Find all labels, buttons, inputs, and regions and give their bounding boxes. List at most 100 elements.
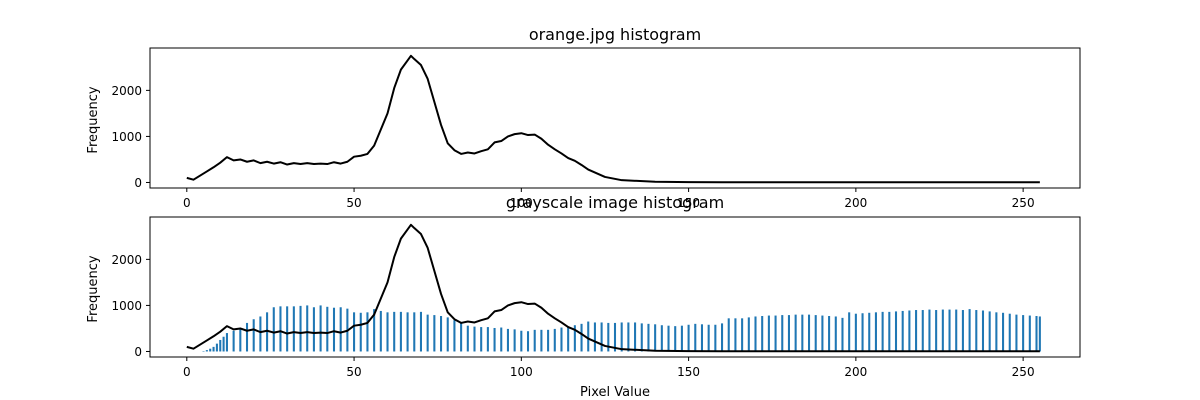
histogram-bar	[821, 315, 824, 352]
histogram-bar	[660, 325, 663, 352]
histogram-bar	[654, 324, 657, 352]
histogram-bar	[667, 325, 670, 352]
histogram-bar	[239, 328, 242, 352]
histogram-bar	[232, 330, 235, 352]
histogram-bar	[915, 310, 918, 352]
histogram-bar	[841, 317, 844, 352]
histogram-bar	[272, 307, 275, 352]
histogram-bar	[767, 315, 770, 352]
y-tick-label: 1000	[111, 299, 142, 313]
histogram-bar	[567, 326, 570, 352]
histogram-bar	[520, 330, 523, 352]
histogram-bar	[399, 311, 402, 352]
histogram-bar	[215, 343, 218, 352]
histogram-bar	[848, 312, 851, 352]
histogram-bar	[787, 315, 790, 352]
histogram-bar	[500, 327, 503, 352]
histogram-line	[186, 54, 1040, 184]
histogram-bar	[359, 312, 362, 352]
histogram-bar	[888, 311, 891, 352]
histogram-bar	[981, 310, 985, 352]
histogram-bar	[587, 321, 590, 352]
histogram-bar	[339, 307, 342, 352]
histogram-bar	[988, 311, 991, 352]
bottom-panel-marks	[186, 223, 1041, 353]
histogram-bar	[332, 307, 336, 352]
histogram-bar	[386, 312, 389, 352]
histogram-line	[186, 223, 1040, 353]
histogram-bar	[834, 316, 837, 352]
top-panel-title: orange.jpg histogram	[529, 25, 701, 44]
histogram-bar	[1038, 316, 1041, 352]
histogram-bar	[553, 328, 556, 352]
histogram-bar	[406, 312, 409, 352]
histogram-bar	[573, 325, 576, 352]
histogram-bar	[674, 326, 677, 352]
histogram-bar	[968, 309, 971, 352]
histogram-bar	[928, 309, 931, 352]
top-panel-frame	[149, 47, 1081, 189]
histogram-bar	[894, 311, 898, 352]
x-tick-label: 250	[1012, 196, 1035, 210]
histogram-bar	[393, 311, 396, 352]
histogram-bar	[480, 327, 483, 352]
histogram-bar	[219, 339, 222, 352]
histogram-bar	[995, 312, 998, 352]
histogram-bar	[580, 323, 583, 352]
histogram-bar	[245, 322, 249, 352]
histogram-bar	[292, 306, 295, 352]
histogram-bar	[700, 324, 704, 352]
histogram-bar	[955, 309, 958, 352]
histogram-bar	[935, 310, 938, 352]
histogram-bar	[620, 322, 623, 352]
y-tick-label: 1000	[111, 130, 142, 144]
histogram-bar	[600, 322, 603, 352]
histogram-bar	[526, 331, 530, 352]
x-tick-label: 100	[510, 196, 533, 210]
histogram-bar	[306, 305, 309, 352]
histogram-bar	[460, 322, 463, 352]
histogram-bar	[1022, 315, 1025, 352]
histogram-bar	[433, 315, 436, 352]
histogram-bar	[807, 314, 811, 352]
histogram-bar	[252, 319, 255, 352]
y-tick-label: 0	[134, 176, 142, 190]
histogram-bar	[279, 306, 282, 352]
x-tick-label: 0	[183, 196, 191, 210]
histogram-bar	[366, 312, 369, 352]
histogram-bar	[205, 350, 208, 352]
x-tick-label: 200	[844, 196, 867, 210]
top-panel-ticks: 0 50 100 150 200 250 0 1000 2000	[111, 84, 1034, 210]
histogram-bar	[854, 313, 857, 352]
bottom-panel-frame	[149, 216, 1081, 358]
histogram-bar	[209, 348, 212, 352]
histogram-bar	[727, 318, 730, 352]
histogram-bar	[560, 327, 563, 352]
histogram-bar	[961, 310, 964, 352]
histogram-bar	[513, 329, 516, 352]
histogram-bar	[680, 325, 683, 352]
histogram-bar	[908, 310, 911, 352]
histogram-bar	[222, 336, 225, 352]
histogram-bar	[413, 312, 416, 352]
histogram-bar	[640, 323, 643, 352]
histogram-bar	[453, 320, 456, 352]
histogram-bar	[473, 326, 476, 352]
histogram-bar	[426, 314, 429, 352]
top-panel-marks	[186, 54, 1040, 184]
histogram-bar	[486, 327, 489, 352]
histogram-bar	[941, 309, 944, 352]
histogram-bar	[868, 312, 871, 352]
histogram-bar	[814, 315, 817, 352]
bottom-panel-title: grayscale image histogram	[506, 193, 724, 212]
top-panel-orange-histogram: orange.jpg histogram Frequency 0 50 100 150…	[86, 25, 1081, 210]
histogram-bar	[828, 316, 831, 352]
histogram-bar	[874, 312, 877, 352]
top-panel-ylabel: Frequency	[86, 86, 101, 153]
x-tick-label: 50	[346, 196, 361, 210]
histogram-bar	[714, 324, 717, 352]
histogram-bar	[694, 323, 697, 352]
histogram-bar	[761, 316, 764, 352]
